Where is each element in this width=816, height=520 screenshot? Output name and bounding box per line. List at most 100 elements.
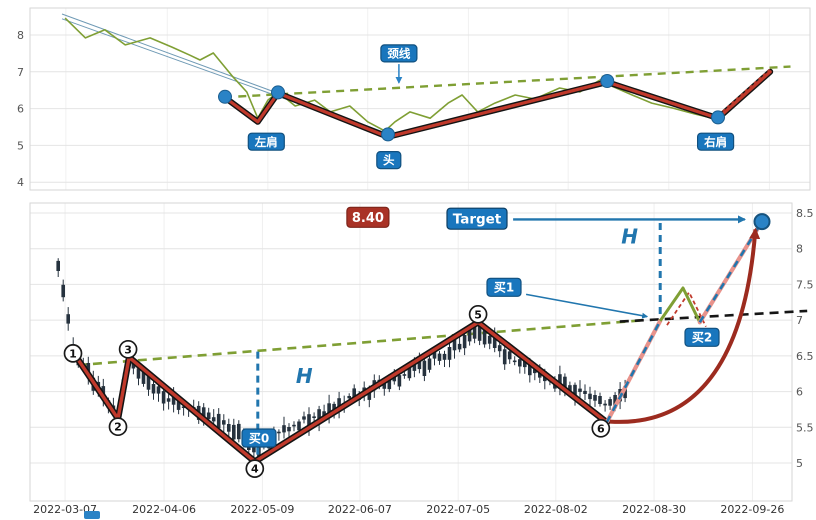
candle-body: [412, 363, 417, 371]
neckline-badge[interactable]: 颈线: [380, 44, 418, 63]
candle-body: [392, 376, 397, 382]
price-target-flag-bg: [346, 206, 390, 228]
candle-body: [417, 356, 422, 370]
candle-body: [432, 352, 437, 359]
candle-body: [141, 370, 146, 384]
y-axis-tick: 6.5: [796, 350, 814, 363]
pivot-marker[interactable]: [271, 85, 285, 100]
y-axis-tick: 5: [17, 139, 24, 152]
projection-seg2-dashed: [698, 220, 764, 323]
target-marker[interactable]: [753, 213, 771, 231]
swing-point-3[interactable]: 3: [118, 339, 138, 359]
candle-body: [437, 353, 442, 361]
candle-body: [593, 395, 597, 401]
candle-body: [352, 388, 356, 401]
buy1-badge[interactable]: 买1: [486, 277, 522, 297]
swing-point-5[interactable]: 5: [468, 304, 488, 324]
candle-body: [533, 369, 537, 374]
head-badge[interactable]: 头: [376, 151, 402, 170]
swing-point-circle: [591, 418, 611, 438]
buy1-badge-bg: [486, 277, 522, 297]
swing-point-1[interactable]: 1: [63, 344, 83, 363]
candle-body: [608, 399, 612, 406]
head-badge-label: 头: [383, 153, 395, 167]
head-badge-bg: [376, 151, 402, 170]
plot-border: [29, 202, 793, 502]
target-badge[interactable]: Target: [446, 207, 508, 230]
candle-body: [502, 349, 507, 365]
candle-body: [156, 386, 161, 394]
bottom-gridlines: [30, 203, 792, 501]
candle-body: [462, 335, 467, 349]
swing-point-6[interactable]: 6: [591, 418, 611, 438]
swing-point-number: 6: [597, 422, 605, 435]
candle-body: [282, 425, 286, 433]
price-target-flag[interactable]: 8.40: [346, 206, 390, 228]
x-axis-tick: 2022-07-05: [426, 503, 490, 516]
left-shoulder-badge[interactable]: 左肩: [247, 132, 285, 151]
candle-body: [452, 338, 457, 351]
candle-body: [523, 359, 527, 368]
buy1-badge-label: 买1: [494, 281, 514, 295]
pattern-overview-panel: 8 7 6 5 4 左肩头 右肩 颈线: [2, 4, 814, 192]
right-shoulder-badge-bg: [696, 132, 735, 151]
candle-body: [347, 396, 351, 399]
candle-body: [327, 403, 331, 418]
swing-point-number: 3: [124, 343, 132, 356]
swing-point-number: 1: [69, 347, 77, 360]
candle-body: [206, 412, 211, 420]
x-axis-tick: 2022-09-26: [720, 503, 784, 516]
candle-body: [482, 330, 487, 345]
x-axis-tick: 2022-05-09: [230, 503, 294, 516]
candle-body: [397, 375, 402, 387]
candle-body: [492, 334, 497, 348]
pivot-marker[interactable]: [381, 127, 395, 142]
candle-body: [427, 358, 432, 370]
candle-body: [201, 407, 206, 422]
candle-body: [402, 374, 407, 376]
candlestick-projection-panel: 2022-03-07 2022-04-06 2022-05-09 2022-06-07…: [2, 198, 814, 520]
flag-shadow-dotted: [666, 290, 707, 327]
candle-body: [292, 424, 296, 427]
y-axis-tick: 7.5: [796, 278, 814, 291]
neckline-extension-dashed: [619, 309, 808, 323]
candle-body: [171, 393, 176, 405]
candle-body: [387, 376, 392, 390]
candle-body: [151, 384, 156, 394]
neckline-badge-bg: [380, 44, 418, 63]
candle-body: [472, 323, 477, 339]
y-axis-tick: 8: [796, 243, 803, 256]
swing-point-circle: [63, 344, 83, 363]
candle-body: [477, 325, 482, 341]
x-axis-tick: 2022-04-06: [132, 503, 196, 516]
candle-body: [613, 395, 617, 409]
candle-body: [598, 396, 602, 404]
target-badge-label: Target: [453, 212, 502, 228]
pullback-flag: [658, 286, 702, 323]
candle-body: [528, 360, 532, 376]
swing-point-2[interactable]: 2: [108, 417, 128, 437]
clipped-ui-element: [84, 511, 100, 519]
h-measure-label: H: [296, 364, 313, 388]
candle-body: [497, 345, 502, 352]
buy2-badge-label: 买2: [692, 331, 712, 345]
swing-point-4[interactable]: 4: [245, 459, 265, 478]
target-badge-bg: [446, 207, 508, 230]
right-shoulder-badge[interactable]: 右肩: [696, 132, 735, 151]
pivot-marker[interactable]: [600, 74, 615, 88]
swing-point-circle: [468, 304, 488, 324]
candle-body: [583, 390, 587, 394]
buy2-badge[interactable]: 买2: [684, 327, 720, 347]
pivot-marker[interactable]: [218, 89, 232, 104]
buy0-badge[interactable]: 买0: [241, 428, 277, 448]
candle-body: [603, 403, 607, 406]
buy1-arrow: [525, 293, 649, 319]
candle-body: [457, 343, 462, 350]
y-axis-tick: 5.5: [796, 421, 814, 434]
y-axis-tick: 6: [17, 103, 24, 116]
projection-seg1-dashed: [605, 320, 662, 423]
zigzag-line[interactable]: [76, 320, 609, 464]
candle-body: [227, 424, 231, 432]
h-measure-label: H: [621, 225, 638, 249]
pivot-marker[interactable]: [711, 110, 725, 125]
